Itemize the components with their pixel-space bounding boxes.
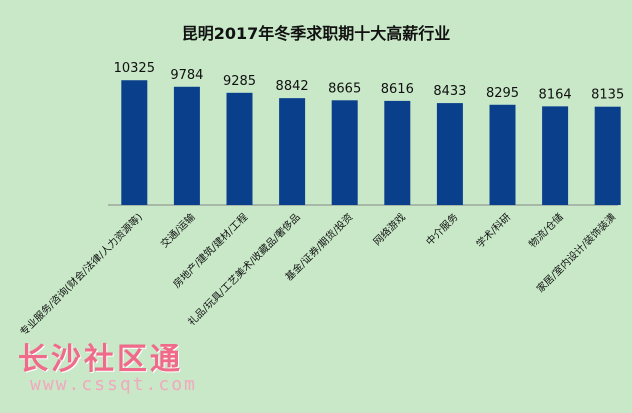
bar-4 [332,100,358,205]
category-label-0: 专业服务/咨询(财会/法律/人力资源等) [17,210,145,338]
data-label-4: 8665 [328,81,361,96]
bar-8 [542,106,568,205]
category-label-3: 礼品/玩具/工艺美术/收藏品/奢侈品 [185,210,303,328]
bar-7 [490,105,516,205]
category-label-1: 交通/运输 [158,210,198,250]
data-label-1: 9784 [170,68,203,83]
data-label-8: 8164 [539,87,572,102]
data-label-3: 8842 [276,79,309,94]
data-label-7: 8295 [486,86,519,101]
data-label-0: 10325 [114,61,155,76]
watermark: 长沙社区通 www.cssqt.com [18,334,197,395]
data-label-2: 9285 [223,74,256,89]
bar-3 [279,98,305,205]
bar-9 [595,107,621,205]
category-label-5: 网络游戏 [370,210,407,247]
data-label-5: 8616 [381,82,414,97]
bar-1 [174,87,200,205]
bar-0 [121,80,147,205]
watermark-url: www.cssqt.com [30,374,197,395]
data-label-6: 8433 [433,84,466,99]
category-label-7: 学术/科研 [473,210,513,250]
bar-5 [384,101,410,205]
watermark-name: 长沙社区通 [18,334,197,378]
bar-2 [227,93,253,205]
category-label-6: 中介服务 [423,210,460,247]
category-label-8: 物流/仓储 [526,210,566,250]
bar-6 [437,103,463,205]
data-label-9: 8135 [591,88,624,103]
